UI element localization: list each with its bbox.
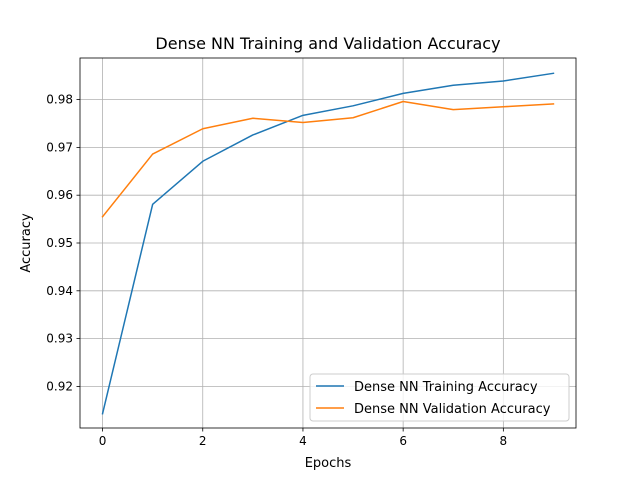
x-tick-label: 8 [500, 434, 508, 448]
y-tick-label: 0.94 [46, 284, 73, 298]
y-tick-label: 0.95 [46, 236, 73, 250]
legend: Dense NN Training Accuracy Dense NN Vali… [309, 373, 570, 422]
y-axis-label: Accuracy [19, 213, 34, 273]
series-layer [101, 72, 555, 415]
x-tick-label: 6 [399, 434, 407, 448]
series-line-validation [101, 100, 555, 218]
y-tick-label: 0.97 [46, 140, 73, 154]
x-tick-label: 2 [199, 434, 207, 448]
x-axis-label: Epochs [305, 456, 352, 471]
legend-box [309, 373, 570, 422]
y-tick-label: 0.93 [46, 332, 73, 346]
y-tick-label: 0.92 [46, 379, 73, 393]
x-tick-label: 4 [299, 434, 307, 448]
ticks: 0 2 4 6 8 0.92 0.93 0.94 0.95 0.96 0.97 0.98 [46, 93, 507, 448]
series-line-training [101, 72, 555, 415]
legend-label-validation: Dense NN Validation Accuracy [354, 402, 551, 417]
y-tick-label: 0.98 [46, 93, 73, 107]
y-tick-label: 0.96 [46, 188, 73, 202]
x-tick-label: 0 [99, 434, 107, 448]
grid [80, 58, 576, 428]
chart-title: Dense NN Training and Validation Accurac… [155, 34, 500, 53]
legend-label-training: Dense NN Training Accuracy [354, 380, 538, 395]
